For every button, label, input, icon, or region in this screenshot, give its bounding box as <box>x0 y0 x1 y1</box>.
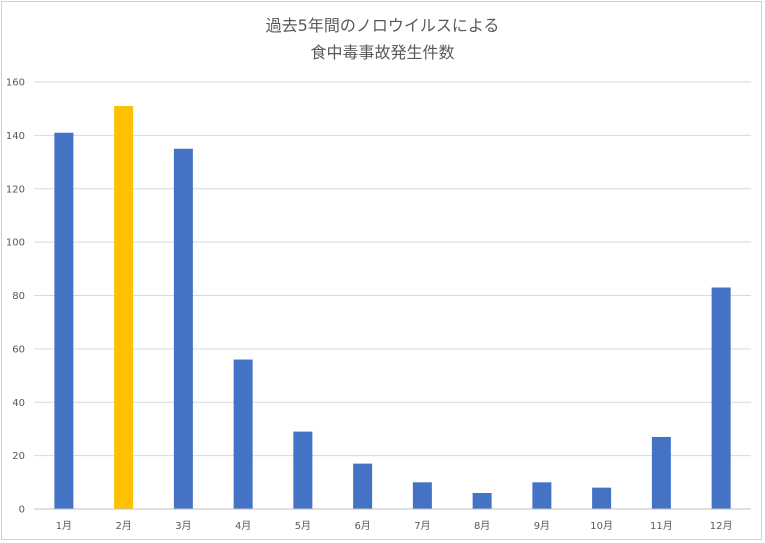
x-tick-label: 5月 <box>295 520 311 532</box>
bar-8 <box>472 492 492 509</box>
bars <box>54 106 731 510</box>
x-tick-label: 7月 <box>414 520 430 532</box>
x-tick-label: 12月 <box>710 520 733 532</box>
bar-11 <box>651 436 671 509</box>
y-tick-label: 40 <box>12 398 25 409</box>
bar-7 <box>412 482 432 509</box>
bar-10 <box>592 487 612 509</box>
bar-9 <box>532 482 552 509</box>
x-tick-label: 9月 <box>534 520 550 532</box>
y-tick-label: 160 <box>6 78 25 89</box>
bar-6 <box>353 463 373 509</box>
chart-title-line-1: 過去5年間のノロウイルスによる <box>265 16 500 35</box>
x-tick-label: 11月 <box>650 520 673 532</box>
y-tick-label: 80 <box>12 291 25 302</box>
y-tick-label: 20 <box>12 451 25 462</box>
x-tick-label: 6月 <box>354 520 370 532</box>
x-tick-label: 8月 <box>474 520 490 532</box>
bar-12 <box>711 287 731 509</box>
chart-title-line-2: 食中毒事故発生件数 <box>310 43 455 62</box>
bar-3 <box>173 148 193 509</box>
gridlines <box>34 81 751 457</box>
y-tick-label: 120 <box>6 184 25 195</box>
x-tick-label: 4月 <box>235 520 251 532</box>
y-tick-label: 0 <box>19 505 25 516</box>
y-tick-label: 100 <box>6 238 25 249</box>
chart-title: 過去5年間のノロウイルスによる 食中毒事故発生件数 <box>0 12 765 66</box>
bar-5 <box>293 431 313 509</box>
bar-4 <box>233 359 253 509</box>
bar-2 <box>114 106 134 510</box>
x-tick-label: 3月 <box>175 520 191 532</box>
x-tick-label: 1月 <box>56 520 72 532</box>
axes: 0 20 40 60 80 100 120 140 160 1月 2月 3月 4月 5月 6月 7月 8月 9月 1… <box>6 78 751 532</box>
y-tick-label: 140 <box>6 131 25 142</box>
y-tick-label: 60 <box>12 344 25 355</box>
x-tick-label: 2月 <box>115 520 131 532</box>
bar-1 <box>54 132 74 510</box>
x-tick-label: 10月 <box>590 520 613 532</box>
